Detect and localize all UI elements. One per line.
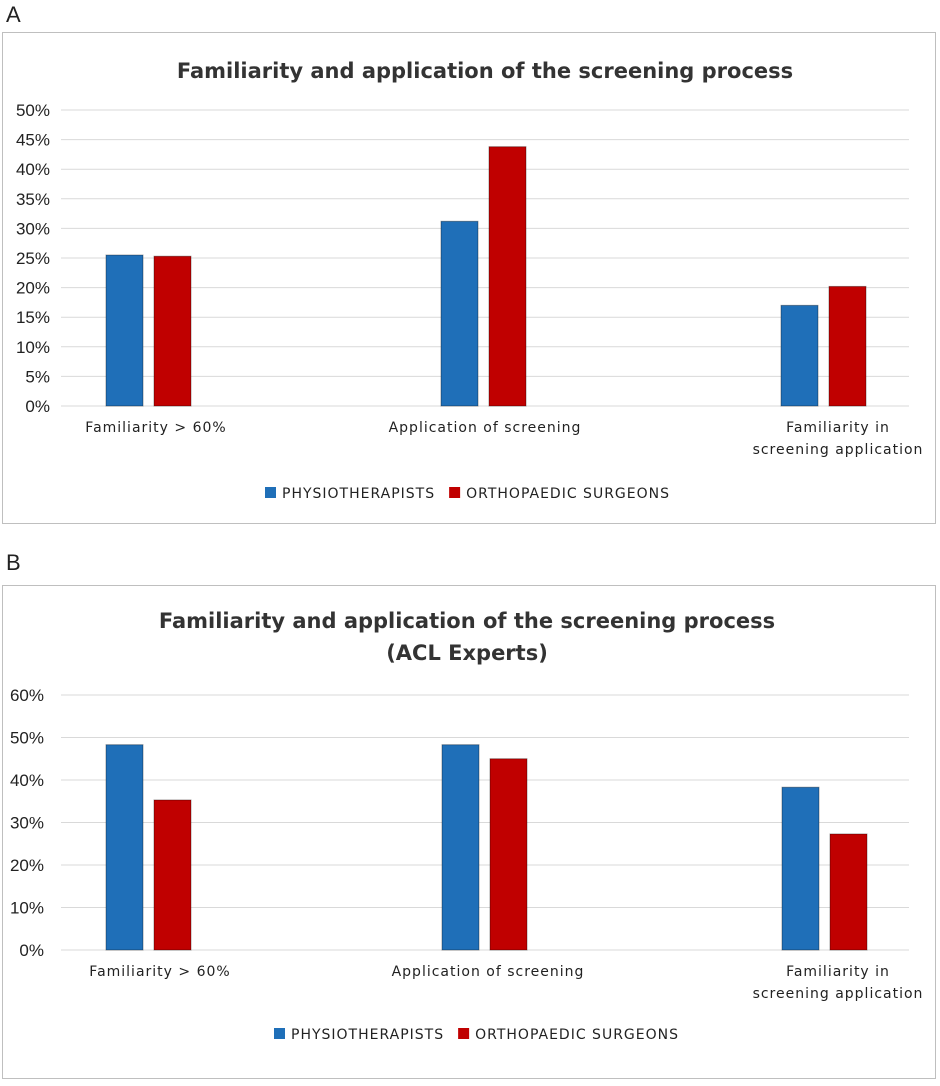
legend-swatch <box>274 1028 285 1039</box>
category-label: Familiarity > 60% <box>89 964 230 980</box>
legend-label: PHYSIOTHERAPISTS <box>291 1027 444 1043</box>
y-tick-label: 50% <box>16 101 50 120</box>
bar <box>105 744 144 951</box>
y-tick-label: 0% <box>25 397 50 416</box>
y-tick-label: 30% <box>10 814 44 833</box>
y-tick-label: 20% <box>10 856 44 875</box>
chart-title: (ACL Experts) <box>386 641 548 665</box>
y-tick-label: 5% <box>25 367 50 386</box>
y-tick-label: 20% <box>16 279 50 298</box>
chart-title: Familiarity and application of the scree… <box>159 609 775 633</box>
chart-a-frame: Familiarity and application of the scree… <box>2 32 936 524</box>
chart-b: Familiarity and application of the scree… <box>10 609 924 1043</box>
legend-label: ORTHOPAEDIC SURGEONS <box>475 1027 679 1043</box>
bar <box>153 799 192 951</box>
category-label: screening application <box>753 986 924 1002</box>
bar <box>828 285 867 407</box>
legend-label: ORTHOPAEDIC SURGEONS <box>466 486 670 502</box>
bar <box>488 146 527 407</box>
category-label: Familiarity in <box>786 420 890 436</box>
y-tick-label: 0% <box>19 941 44 960</box>
y-tick-label: 40% <box>10 771 44 790</box>
legend-swatch <box>458 1028 470 1039</box>
bar <box>441 744 480 951</box>
y-tick-label: 25% <box>16 249 50 268</box>
category-label: screening application <box>753 442 924 458</box>
y-tick-label: 10% <box>16 338 50 357</box>
bar <box>780 304 819 407</box>
y-tick-label: 45% <box>16 131 50 150</box>
chart-b-frame: Familiarity and application of the scree… <box>2 585 936 1079</box>
bar <box>105 254 144 407</box>
legend-swatch <box>449 487 461 498</box>
bar <box>829 833 868 951</box>
y-tick-label: 30% <box>16 219 50 238</box>
category-label: Application of screening <box>389 420 582 436</box>
legend-label: PHYSIOTHERAPISTS <box>282 486 435 502</box>
category-label: Application of screening <box>392 964 585 980</box>
chart-a: Familiarity and application of the scree… <box>16 59 924 502</box>
legend-swatch <box>265 487 276 498</box>
panel-a-label: A <box>6 2 21 27</box>
category-label: Familiarity in <box>786 964 890 980</box>
y-tick-label: 35% <box>16 190 50 209</box>
bar <box>153 255 192 407</box>
y-tick-label: 50% <box>10 729 44 748</box>
y-tick-label: 40% <box>16 160 50 179</box>
y-tick-label: 15% <box>16 308 50 327</box>
bar <box>781 786 820 951</box>
category-label: Familiarity > 60% <box>85 420 226 436</box>
bar <box>489 758 528 951</box>
bar <box>440 220 479 407</box>
y-tick-label: 60% <box>10 686 44 705</box>
y-tick-label: 10% <box>10 899 44 918</box>
panel-b-label: B <box>6 550 21 575</box>
chart-title: Familiarity and application of the scree… <box>177 59 793 83</box>
